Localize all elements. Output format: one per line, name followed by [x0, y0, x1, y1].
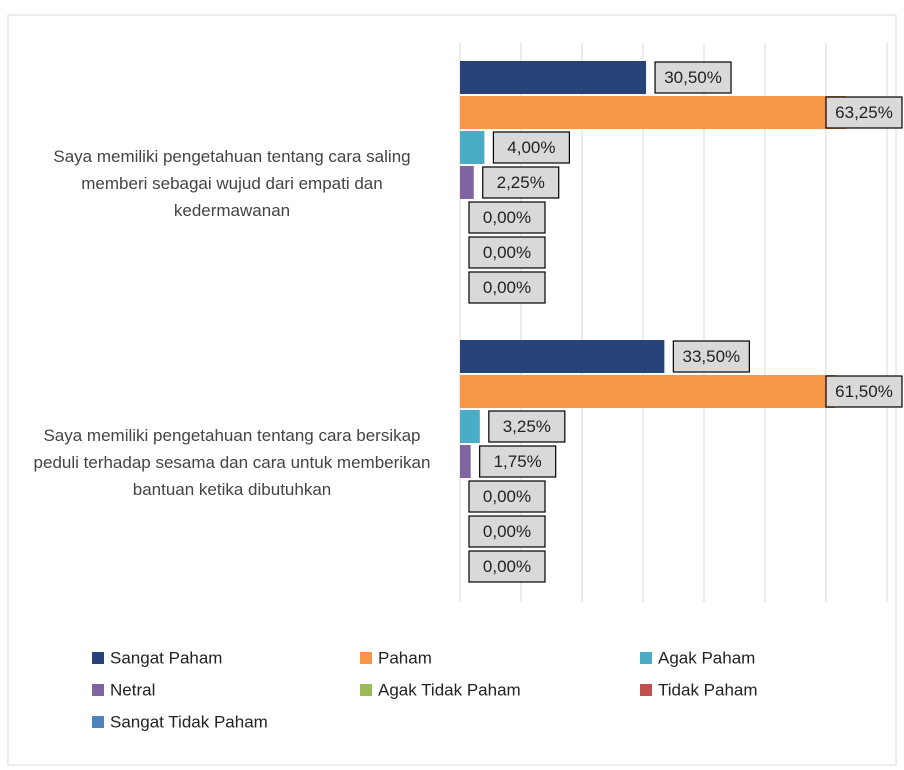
category-label: Saya memiliki pengetahuan tentang cara b… [33, 426, 431, 499]
data-label-box [468, 515, 546, 548]
legend-swatch [92, 684, 104, 696]
bar [460, 96, 846, 129]
legend-swatch [640, 684, 652, 696]
legend-label: Tidak Paham [658, 680, 758, 699]
data-label-box [825, 96, 903, 129]
data-label-box [468, 271, 546, 304]
data-label: 0,00% [483, 208, 531, 227]
data-label: 33,50% [683, 347, 741, 366]
data-label: 0,00% [483, 487, 531, 506]
data-label-box [672, 340, 750, 373]
legend-swatch [92, 716, 104, 728]
legend-swatch [360, 684, 372, 696]
bar [460, 131, 485, 164]
data-label: 30,50% [664, 68, 722, 87]
data-label-box [825, 375, 903, 408]
legend-swatch [640, 652, 652, 664]
data-label-box [468, 201, 546, 234]
bar [460, 410, 480, 443]
data-label-box [479, 445, 557, 478]
data-label-box [482, 166, 560, 199]
legend-label: Agak Tidak Paham [378, 680, 521, 699]
data-label-box [654, 61, 732, 94]
bar [460, 166, 474, 199]
data-label: 2,25% [497, 173, 545, 192]
legend-label: Sangat Tidak Paham [110, 712, 268, 731]
data-label: 63,25% [835, 103, 893, 122]
legend-label: Netral [110, 680, 155, 699]
bar [460, 375, 836, 408]
legend-label: Paham [378, 648, 432, 667]
legend-label: Agak Paham [658, 648, 755, 667]
data-label: 61,50% [835, 382, 893, 401]
data-label-box [468, 550, 546, 583]
bar [460, 445, 471, 478]
data-label: 0,00% [483, 522, 531, 541]
data-label-box [488, 410, 566, 443]
data-label: 1,75% [494, 452, 542, 471]
data-label-box [468, 480, 546, 513]
data-label: 0,00% [483, 557, 531, 576]
category-label: Saya memiliki pengetahuan tentang cara s… [53, 147, 411, 220]
legend-label: Sangat Paham [110, 648, 222, 667]
legend-swatch [360, 652, 372, 664]
data-label-box [468, 236, 546, 269]
data-label-box [492, 131, 570, 164]
data-label: 3,25% [503, 417, 551, 436]
bar [460, 340, 665, 373]
data-label: 4,00% [507, 138, 555, 157]
data-label: 0,00% [483, 243, 531, 262]
data-label: 0,00% [483, 278, 531, 297]
bar [460, 61, 647, 94]
legend-swatch [92, 652, 104, 664]
